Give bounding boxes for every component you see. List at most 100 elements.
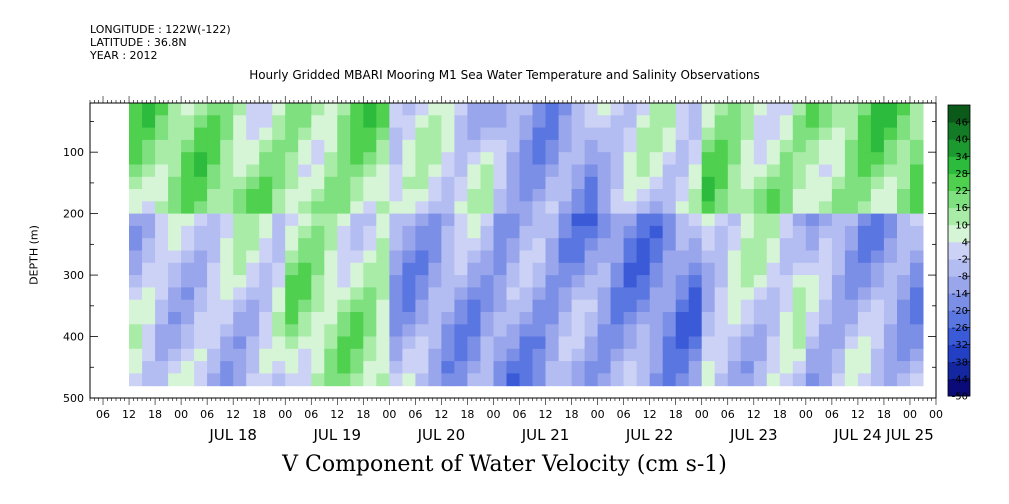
heatmap-cell [844,336,859,350]
heatmap-cell [376,348,390,362]
heatmap-cell [701,213,716,227]
heatmap-cell [897,176,911,190]
heatmap-cell [623,299,638,313]
heatmap-cell [350,225,364,239]
heatmap-cell [662,213,677,227]
heatmap-cell [910,176,924,190]
heatmap-cell [246,238,260,251]
x-ticks: 06 12 18 00 06 12 18 00 06 12 18 00 06 12 18 00 06 12 18 00… [89,96,943,444]
heatmap-cell [688,275,703,288]
heatmap-cell [389,225,403,239]
heatmap-cell [636,324,651,338]
heatmap-cell [532,189,546,202]
heatmap-cell [727,250,742,264]
heatmap-cell [402,336,416,350]
heatmap-cell [142,373,156,387]
heatmap-cell [337,189,351,202]
heatmap-cell [844,164,859,178]
heatmap-cell [402,176,416,190]
heatmap-cell [350,201,364,215]
heatmap-cell [506,225,520,239]
heatmap-cell [623,115,638,129]
heatmap-cell [727,164,742,178]
heatmap-cell [727,127,742,141]
heatmap-cell [740,312,755,325]
heatmap-cell [428,225,442,239]
heatmap-cell [298,139,312,153]
heatmap-cell [376,250,390,264]
heatmap-cell [779,103,794,116]
heatmap-cell [311,152,325,165]
heatmap-cell [623,201,638,215]
heatmap-cell [532,250,546,264]
heatmap-cell [766,238,781,251]
heatmap-cell [714,127,729,141]
heatmap-cell [220,287,234,301]
heatmap-cell [441,373,455,387]
heatmap-cell [805,225,820,239]
colorbar-label: -26 [952,323,968,334]
heatmap-cell [610,189,625,202]
heatmap-cell [662,312,677,325]
heatmap-cell [493,299,507,313]
heatmap-cell [207,152,221,165]
heatmap-cell [155,115,169,129]
heatmap-cell [467,299,481,313]
heatmap-cell [519,348,533,362]
heatmap-cell [844,287,859,301]
heatmap-cell [285,115,299,129]
heatmap-cell [467,312,481,325]
heatmap-cell [207,299,221,313]
heatmap-cell [519,262,533,276]
heatmap-cell [688,225,703,239]
heatmap-cell [142,152,156,165]
heatmap-cell [753,250,768,264]
heatmap-cell [649,152,664,165]
heatmap-cell [779,213,794,227]
x-day-label: JUL 18 [208,426,257,444]
heatmap-cell [910,189,924,202]
heatmap-cell [272,176,286,190]
heatmap-cell [766,176,781,190]
heatmap-cell [558,139,573,153]
heatmap-cell [597,201,612,215]
colorbar-swatch [948,293,970,311]
heatmap-cell [545,262,559,276]
heatmap-cell [623,176,638,190]
heatmap-cell [337,348,351,362]
heatmap-cell [363,250,377,264]
heatmap-cell [441,127,455,141]
heatmap-cell [844,189,859,202]
heatmap-cell [532,312,546,325]
heatmap-cell [311,361,325,374]
heatmap-cell [298,262,312,276]
heatmap-cell [675,201,690,215]
heatmap-cell [311,176,325,190]
heatmap-cell [883,373,898,387]
heatmap-cell [441,312,455,325]
heatmap-cell [324,139,338,153]
heatmap-cell [168,115,182,129]
heatmap-cell [714,115,729,129]
heatmap-cell [454,115,468,129]
heatmap-cell [415,238,429,251]
heatmap-cell [910,164,924,178]
heatmap-cell [857,213,872,227]
heatmap-cell [870,164,885,178]
heatmap-cell [545,152,559,165]
heatmap-cell [454,164,468,178]
heatmap-cell [701,164,716,178]
heatmap-cell [337,139,351,153]
heatmap-cell [181,250,195,264]
heatmap-cell [649,189,664,202]
heatmap-cell [701,348,716,362]
heatmap-cell [910,213,924,227]
heatmap-cell [805,176,820,190]
heatmap-cell [428,201,442,215]
heatmap-cell [493,225,507,239]
heatmap-cell [844,324,859,338]
heatmap-cell [675,127,690,141]
heatmap-cell [688,201,703,215]
heatmap-cell [311,139,325,153]
heatmap-cell [129,299,143,313]
